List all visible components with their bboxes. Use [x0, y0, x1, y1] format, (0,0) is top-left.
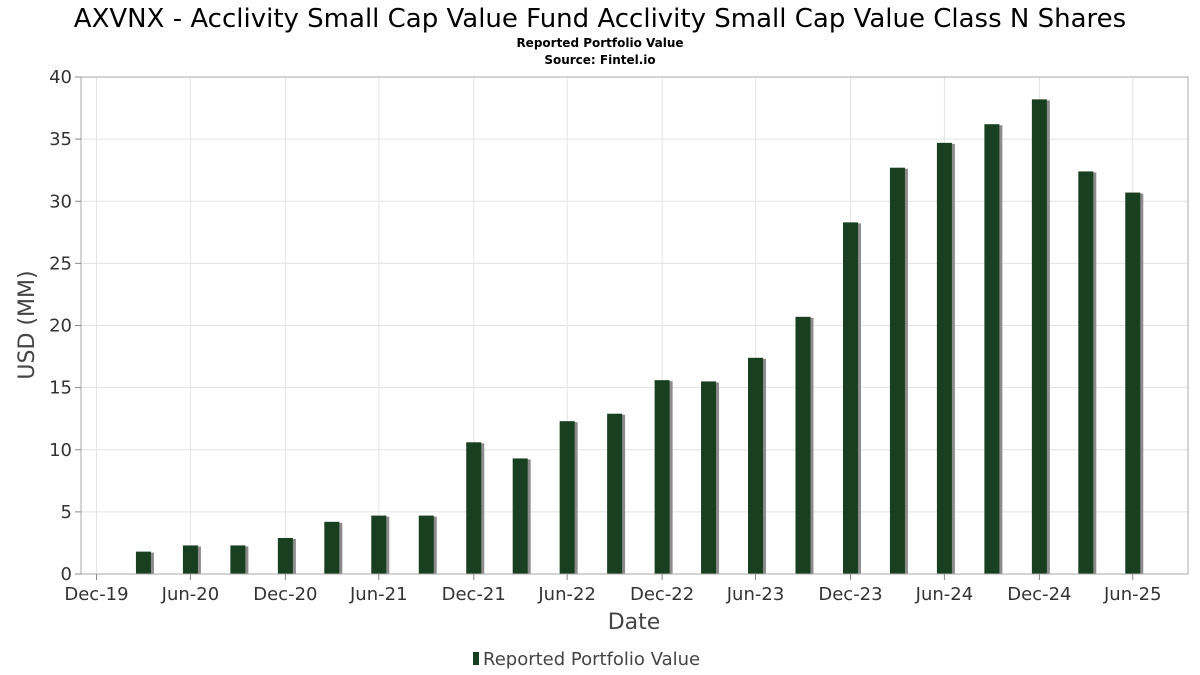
- x-axis-label: Date: [608, 610, 661, 635]
- x-tick-label: Dec-20: [253, 584, 317, 605]
- bar: [795, 316, 811, 574]
- bar: [1125, 192, 1141, 575]
- y-tick-label: 5: [61, 502, 72, 523]
- x-tick-label: Jun-25: [1103, 584, 1162, 605]
- chart-title: AXVNX - Acclivity Small Cap Value Fund A…: [74, 4, 1126, 34]
- y-axis-label: USD (MM): [15, 270, 40, 379]
- bar: [1078, 171, 1094, 574]
- bar: [701, 381, 717, 574]
- bar: [466, 442, 482, 574]
- bar: [559, 421, 575, 574]
- y-tick-label: 15: [49, 378, 72, 399]
- chart-source: Source: Fintel.io: [544, 53, 655, 67]
- y-tick-label: 25: [49, 253, 72, 274]
- bar: [984, 124, 1000, 574]
- x-tick-label: Jun-22: [537, 584, 596, 605]
- bar: [230, 545, 246, 574]
- bar: [607, 413, 623, 574]
- bar: [512, 458, 528, 574]
- bar: [277, 537, 293, 574]
- bar: [936, 142, 952, 575]
- y-tick-label: 10: [49, 440, 72, 461]
- x-tick-label: Dec-23: [818, 584, 882, 605]
- x-tick-label: Dec-24: [1007, 584, 1071, 605]
- grid-lines: [81, 76, 1188, 575]
- bar: [182, 545, 198, 574]
- legend-label: Reported Portfolio Value: [483, 649, 700, 670]
- x-tick-label: Jun-21: [349, 584, 408, 605]
- y-axis-ticks: 0 5 10 15 20 25 30 35 40: [49, 67, 81, 585]
- x-tick-label: Dec-21: [442, 584, 506, 605]
- bar: [135, 551, 151, 574]
- legend-swatch: [473, 652, 479, 665]
- bar: [748, 357, 764, 574]
- chart-subtitle: Reported Portfolio Value: [516, 36, 683, 50]
- bar: [1031, 99, 1047, 575]
- x-tick-label: Jun-24: [915, 584, 974, 605]
- y-tick-label: 30: [49, 191, 72, 212]
- x-tick-label: Jun-23: [726, 584, 785, 605]
- x-axis-ticks: Dec-19 Jun-20 Dec-20 Jun-21 Dec-21 Jun-22 Dec-…: [64, 574, 1162, 605]
- bar-series: [135, 99, 1144, 575]
- bar: [371, 515, 387, 574]
- x-tick-label: Dec-19: [64, 584, 128, 605]
- bar: [842, 222, 858, 574]
- x-tick-label: Dec-22: [630, 584, 694, 605]
- y-tick-label: 40: [49, 67, 72, 88]
- x-tick-label: Jun-20: [161, 584, 220, 605]
- bar: [418, 515, 434, 574]
- bar: [324, 521, 340, 574]
- y-tick-label: 0: [61, 564, 72, 585]
- bar: [889, 167, 905, 574]
- y-tick-label: 20: [49, 316, 72, 337]
- y-tick-label: 35: [49, 129, 72, 150]
- bar: [654, 380, 670, 574]
- legend: Reported Portfolio Value: [473, 649, 700, 670]
